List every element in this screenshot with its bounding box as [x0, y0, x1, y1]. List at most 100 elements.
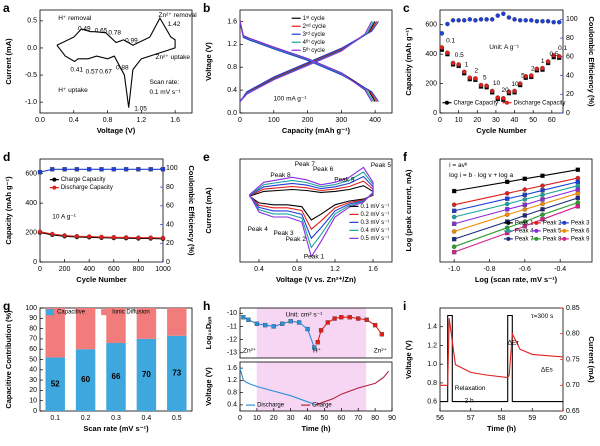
- plot-frame: [439, 307, 564, 412]
- x-tick-label: -0.8: [483, 266, 495, 273]
- y-tick-label: 400: [425, 51, 437, 58]
- y-tick-label: 0.6: [427, 398, 437, 405]
- value-label: 52: [51, 379, 60, 388]
- y-tick-label: 80: [29, 325, 37, 332]
- x-tick-label: 0.8: [292, 266, 302, 273]
- point: [557, 54, 562, 59]
- legend-marker: [504, 100, 509, 105]
- point: [575, 191, 581, 196]
- series-line: [239, 367, 317, 406]
- legend-label: Peak 1: [515, 220, 534, 226]
- x-tick-label: 1.2: [330, 266, 340, 273]
- legend-marker: [506, 220, 511, 225]
- annotation: 0.78: [108, 29, 121, 36]
- annotation: 10: [511, 81, 519, 88]
- plot-frame: [39, 9, 193, 114]
- point: [50, 167, 55, 172]
- y-tick-label: 0.4: [227, 87, 237, 94]
- point: [575, 179, 581, 185]
- annotation: Peak 8: [270, 172, 291, 179]
- point: [62, 233, 67, 238]
- point: [451, 244, 457, 249]
- point: [540, 188, 545, 193]
- point: [332, 316, 337, 321]
- y-tick-label: 1.6: [227, 18, 237, 25]
- x-tick-label: 0: [38, 266, 42, 273]
- y-tick-label: 40: [29, 367, 37, 374]
- y2-tick-label: 80: [566, 35, 574, 42]
- point: [504, 212, 510, 217]
- x-tick-label: 400: [83, 266, 95, 273]
- point: [540, 173, 545, 178]
- x-tick-label: 0.4: [69, 117, 79, 124]
- annotation: Unit: cm² s⁻¹: [286, 312, 323, 319]
- point: [512, 17, 517, 22]
- annotation: Zn²⁺: [374, 348, 388, 355]
- point: [356, 316, 361, 321]
- legend-label: 0.4 mV s⁻¹: [360, 228, 389, 234]
- x-tick-label: 60: [559, 415, 567, 422]
- legend-label: 1ˢᵗ cycle: [303, 15, 326, 22]
- legend-label: Peak 8: [543, 236, 562, 242]
- point: [545, 59, 551, 64]
- point: [540, 183, 545, 188]
- y-tick-label: 1.2: [427, 342, 437, 349]
- annotation: ΔEs: [541, 367, 554, 374]
- legend-label: Charge Capacity: [453, 100, 498, 106]
- point: [540, 65, 545, 71]
- annotation: 100 mA g⁻¹: [273, 95, 307, 102]
- axis-label: Voltage (V): [204, 367, 213, 406]
- axis-label: Log (peak current, mA): [404, 169, 413, 252]
- point: [280, 321, 285, 326]
- bar: [75, 349, 96, 411]
- panel-label: d: [3, 150, 10, 164]
- legend-swatch: [46, 309, 55, 316]
- y2-tick-label: 80: [166, 184, 174, 191]
- x-tick-label: 0: [238, 415, 242, 422]
- x-tick-label: 1000: [155, 266, 171, 273]
- y2-axis-label: Current (mA): [587, 336, 596, 383]
- panel-label: c: [403, 1, 410, 15]
- point: [347, 315, 352, 320]
- point: [473, 76, 478, 81]
- point: [263, 322, 268, 328]
- point: [450, 18, 456, 23]
- plot-frame: [439, 9, 564, 114]
- y-tick-label: 70: [29, 336, 37, 343]
- x-tick-label: 0.2: [81, 415, 91, 422]
- plot-frame: [239, 158, 393, 263]
- legend-swatch: [101, 309, 110, 316]
- annotation: 10: [493, 80, 501, 87]
- point: [74, 167, 80, 172]
- point: [484, 83, 489, 89]
- point: [339, 315, 344, 320]
- point: [451, 229, 457, 234]
- x-tick-label: 0.8: [103, 117, 113, 124]
- x-tick-label: 10: [455, 117, 463, 124]
- x-tick-label: 0.4: [142, 415, 152, 422]
- y2-tick-label: 20: [166, 240, 174, 247]
- point: [473, 18, 478, 23]
- point: [451, 202, 457, 208]
- x-tick-label: 20: [473, 117, 481, 124]
- x-tick-label: 0: [438, 117, 442, 124]
- x-tick-label: 80: [371, 415, 379, 422]
- annotation: 5: [521, 73, 525, 80]
- y-tick-label: 0: [433, 110, 437, 117]
- value-label: 73: [172, 369, 181, 378]
- point: [136, 235, 141, 240]
- y2-axis-label: Coulombic Efficiency (%): [187, 165, 196, 256]
- x-tick-label: -0.6: [519, 266, 531, 273]
- y-tick-label: 10: [29, 398, 37, 405]
- y-tick-label: 0.4: [227, 402, 237, 409]
- y-tick-label: 200: [425, 80, 437, 87]
- point: [522, 219, 528, 224]
- x-tick-label: 0.4: [254, 266, 264, 273]
- y2-axis-label: Coulombic Efficiency (%): [587, 16, 596, 107]
- point: [489, 88, 495, 94]
- y-tick-label: 60: [29, 346, 37, 353]
- y2-tick-label: 0: [566, 110, 570, 117]
- x-tick-label: -1.0: [448, 266, 460, 273]
- legend-marker: [52, 177, 57, 182]
- annotation: 1.42: [168, 21, 181, 28]
